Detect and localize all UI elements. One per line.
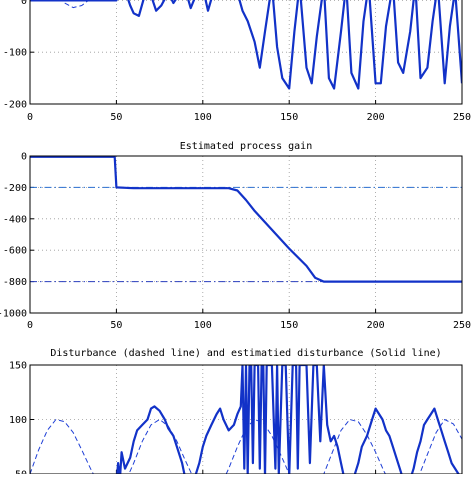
panel-disturbance: Disturbance (dashed line) and estimatied… (9, 348, 463, 478)
axes-frame (29, 0, 463, 105)
y-tick-label: -400 (3, 214, 27, 225)
y-tick-label: 0 (21, 0, 27, 7)
chart-title: Estimated process gain (180, 141, 312, 152)
x-tick-label: 200 (367, 320, 385, 331)
series-line-solid (116, 365, 461, 474)
x-tick-label: 0 (27, 112, 33, 123)
x-tick-label: 250 (453, 112, 471, 123)
y-tick-label: 100 (9, 415, 27, 426)
y-tick-label: 0 (21, 152, 27, 163)
series-line-dashed (30, 0, 90, 9)
y-tick-label: 50 (15, 470, 27, 475)
x-tick-label: 100 (194, 320, 212, 331)
x-tick-label: 50 (110, 112, 122, 123)
y-tick-label: -200 (3, 183, 27, 194)
y-tick-label: -600 (3, 246, 27, 257)
y-tick-label: 150 (9, 361, 27, 372)
x-tick-label: 50 (110, 320, 122, 331)
chart-title: Disturbance (dashed line) and estimatied… (50, 348, 441, 359)
panel-estimated-process-gain: Estimated process gain 0 50 100 150 200 250 0 -2… (0, 141, 471, 331)
x-tick-label: 250 (453, 320, 471, 331)
series-line-solid (30, 0, 462, 90)
panel-top: 0 50 100 150 200 250 0 -100 -200 (3, 0, 471, 123)
series-line-solid (30, 156, 462, 283)
x-tick-label: 200 (367, 112, 385, 123)
x-tick-label: 0 (27, 320, 33, 331)
x-tick-label: 100 (194, 112, 212, 123)
x-tick-label: 150 (280, 112, 298, 123)
x-tick-label: 150 (280, 320, 298, 331)
y-tick-label: -200 (3, 100, 27, 111)
y-tick-label: -100 (3, 48, 27, 59)
y-tick-label: -1000 (0, 309, 27, 320)
axes-frame (29, 155, 463, 314)
y-tick-label: -800 (3, 277, 27, 288)
